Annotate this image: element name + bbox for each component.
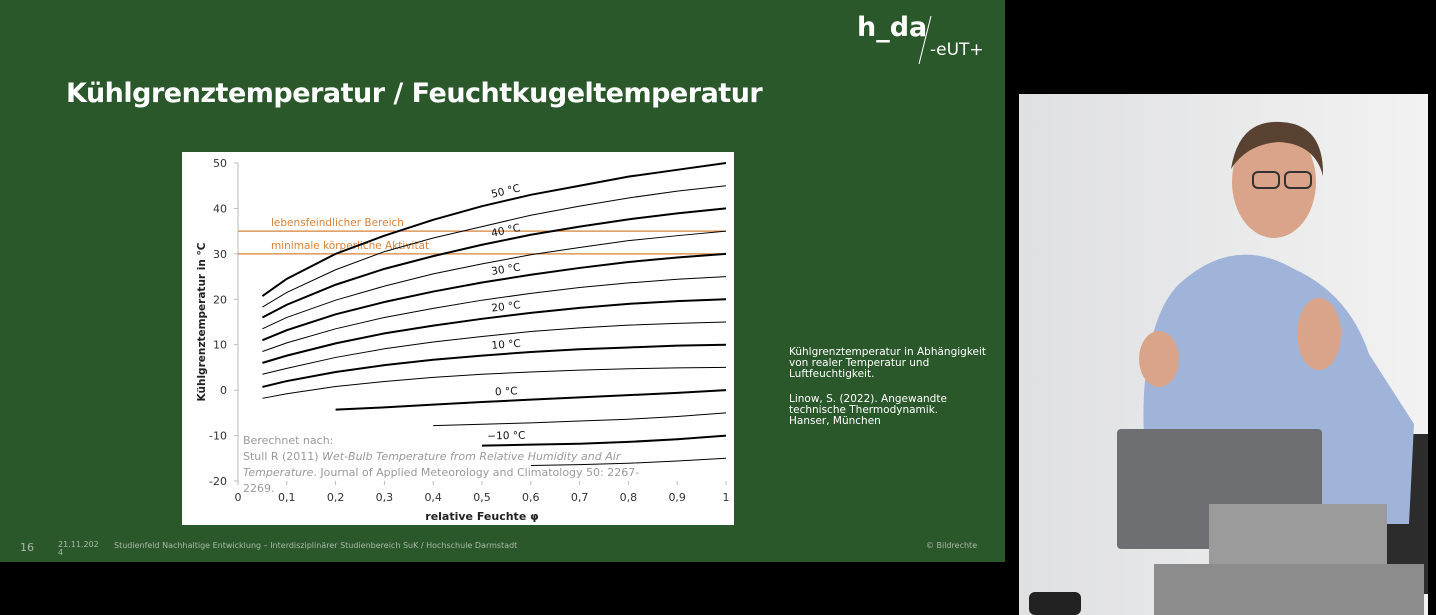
y-tick-label: 50	[213, 157, 227, 170]
logo-divider	[918, 15, 932, 65]
logo: h_da	[857, 12, 928, 43]
citation-title: Wet-Bulb Temperature from Relative Humid…	[243, 450, 621, 479]
curve-label: 10 °C	[491, 338, 521, 352]
curve	[261, 207, 727, 319]
page-number: 16	[20, 541, 34, 554]
curve	[335, 389, 727, 411]
citation-text: . Journal of Applied Meteorology and Cli…	[243, 466, 640, 495]
x-tick-label: 0,4	[424, 491, 442, 504]
x-tick-label: 0,6	[522, 491, 540, 504]
curve	[262, 366, 727, 399]
curve	[262, 185, 727, 308]
curve-label: 40 °C	[490, 222, 521, 240]
reference: Linow, S. (2022). Angewandte technische …	[789, 393, 947, 427]
y-tick-label: 30	[213, 248, 227, 261]
y-tick-label: 0	[220, 384, 227, 397]
curve-label: −10 °C	[487, 430, 525, 443]
slide-title: Kühlgrenztemperatur / Feuchtkugeltempera…	[66, 78, 763, 109]
chart: -20 -10 0 10 20 30 40 50 0 0,1 0,2 0,3 0,4 0,5 0,6 0,7 0…	[196, 157, 730, 523]
y-tick-label: 40	[213, 202, 227, 215]
curve-label: 0 °C	[495, 385, 518, 398]
x-tick-label: 0,1	[278, 491, 296, 504]
curve	[481, 434, 727, 447]
curve	[262, 252, 727, 342]
citation-text: Stull R (2011)	[243, 450, 323, 463]
x-tick-label: 1	[723, 491, 730, 504]
x-tick-label: 0,9	[668, 491, 686, 504]
x-tick-label: 0,5	[473, 491, 491, 504]
x-tick-label: 0	[235, 491, 242, 504]
caption: Kühlgrenztemperatur in Abhängigkeit von …	[789, 346, 987, 380]
date: 21.11.2024	[58, 540, 99, 557]
curve	[530, 457, 727, 467]
note-citation: Stull R (2011) Wet-Bulb Temperature from…	[243, 449, 663, 497]
curve	[262, 343, 727, 388]
curve	[262, 298, 727, 364]
reference-label: lebensfeindlicher Bereich	[271, 217, 404, 229]
note-heading: Berechnet nach:	[243, 434, 334, 447]
x-axis-label: relative Feuchte φ	[425, 510, 538, 523]
y-tick-label: -10	[209, 430, 227, 443]
x-tick-label: 0,7	[571, 491, 589, 504]
curve-label: 30 °C	[491, 261, 522, 277]
speaker-video	[1019, 94, 1428, 615]
y-tick-label: 20	[213, 293, 227, 306]
curve	[261, 162, 727, 297]
rights: © Bildrechte	[926, 541, 978, 550]
y-axis-label: Kühlgrenztemperatur in °C	[196, 242, 208, 401]
curve-label: 20 °C	[491, 299, 522, 314]
x-tick-label: 0,2	[327, 491, 345, 504]
reference-label: minimale körperliche Aktivität	[271, 240, 429, 252]
curve	[262, 230, 727, 330]
partner-logo: -eUT+	[930, 40, 984, 60]
curve	[262, 276, 727, 353]
curve	[433, 412, 727, 427]
y-tick-label: 10	[213, 339, 227, 352]
y-tick-label: -20	[209, 475, 227, 488]
footer-text: Studienfeld Nachhaltige Entwicklung – In…	[114, 541, 518, 550]
source-note: Berechnet nach: Stull R (2011) Wet-Bulb …	[243, 433, 663, 497]
x-tick-label: 0,8	[620, 491, 638, 504]
curve	[262, 321, 727, 375]
x-tick-label: 0,3	[376, 491, 394, 504]
